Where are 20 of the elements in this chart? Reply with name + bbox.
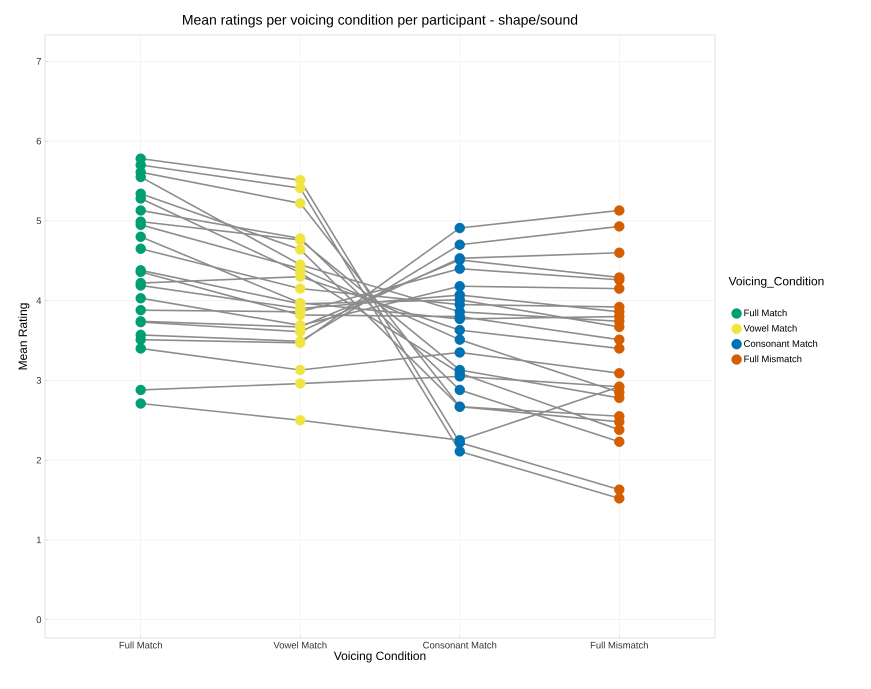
- legend-label: Consonant Match: [744, 340, 818, 347]
- legend-label: Vowel Match: [744, 324, 797, 332]
- y-axis-title: Mean Rating: [18, 303, 30, 370]
- y-tick-label: 2: [36, 456, 42, 464]
- legend-label: Full Match: [744, 309, 787, 316]
- y-tick-label: 3: [36, 377, 42, 384]
- y-tick-label: 5: [36, 218, 42, 224]
- legend-label: Full Mismatch: [744, 355, 802, 362]
- x-tick-label: Full Match: [120, 642, 162, 648]
- legend-title: Voicing_Condition: [728, 276, 824, 288]
- x-tick-label: Vowel Match: [273, 642, 326, 648]
- x-tick-label: Consonant Match: [423, 642, 496, 648]
- y-tick-label: 7: [36, 58, 42, 65]
- x-axis-title: Voicing Condition: [334, 651, 426, 662]
- y-tick-label: 6: [36, 138, 42, 144]
- x-tick-label: Full Mismatch: [590, 642, 648, 648]
- y-tick-label: 0: [36, 616, 42, 624]
- y-tick-label: 1: [36, 536, 42, 544]
- chart-title: Mean ratings per voicing condition per participant - shape/sound: [183, 14, 578, 28]
- y-tick-label: 4: [36, 297, 42, 304]
